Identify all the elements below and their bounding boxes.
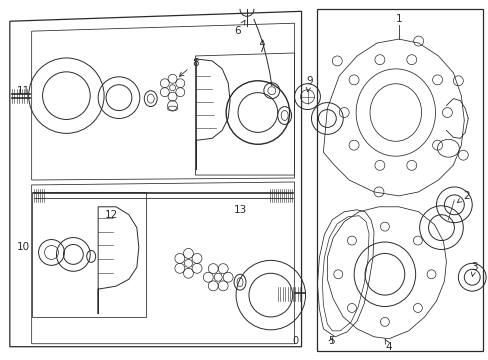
Text: 4: 4 — [384, 339, 391, 352]
Text: 1: 1 — [395, 14, 401, 24]
Text: 2: 2 — [456, 191, 468, 203]
Text: 3: 3 — [470, 262, 477, 276]
Text: 0: 0 — [292, 336, 298, 346]
Text: 8: 8 — [179, 58, 198, 76]
Text: 9: 9 — [305, 76, 312, 92]
Text: 11: 11 — [17, 86, 30, 96]
Text: 13: 13 — [233, 205, 246, 215]
Text: 5: 5 — [327, 336, 334, 346]
Text: 12: 12 — [104, 210, 118, 220]
Text: 6: 6 — [234, 21, 244, 36]
Text: 10: 10 — [17, 243, 30, 252]
Text: 7: 7 — [258, 40, 264, 54]
Bar — [317, 9, 482, 351]
